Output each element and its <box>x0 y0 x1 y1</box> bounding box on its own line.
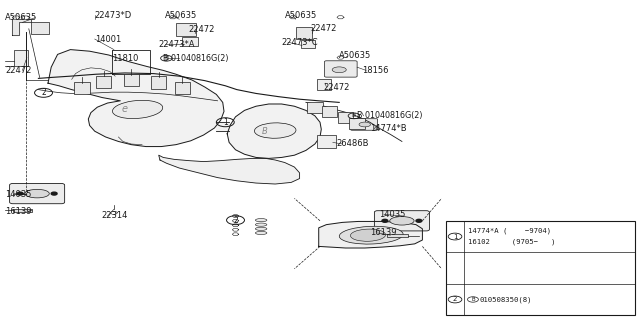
Polygon shape <box>159 155 300 184</box>
Ellipse shape <box>255 227 267 230</box>
Text: 14035: 14035 <box>379 210 405 219</box>
Text: 14774*A (    −9704): 14774*A ( −9704) <box>468 228 551 234</box>
Text: 16102     (9705−   ): 16102 (9705− ) <box>468 239 556 245</box>
Bar <box>31 22 49 34</box>
Text: A50635: A50635 <box>285 12 317 20</box>
Ellipse shape <box>255 223 267 226</box>
Text: 26486B: 26486B <box>336 140 369 148</box>
Bar <box>96 76 111 88</box>
FancyBboxPatch shape <box>324 61 357 77</box>
Circle shape <box>17 192 23 195</box>
Text: 22472: 22472 <box>323 83 349 92</box>
Bar <box>338 112 353 123</box>
FancyBboxPatch shape <box>351 119 378 130</box>
Polygon shape <box>48 50 224 147</box>
Polygon shape <box>337 56 344 59</box>
Ellipse shape <box>255 123 296 138</box>
Polygon shape <box>110 211 118 214</box>
Polygon shape <box>232 215 239 217</box>
Text: 22473*A: 22473*A <box>159 40 195 49</box>
Polygon shape <box>12 16 20 19</box>
Bar <box>301 40 315 48</box>
Ellipse shape <box>255 231 267 235</box>
Text: 18156: 18156 <box>362 66 388 75</box>
Text: 14001: 14001 <box>95 35 121 44</box>
Text: A50635: A50635 <box>339 52 371 60</box>
Bar <box>175 82 190 94</box>
Ellipse shape <box>351 229 385 241</box>
Bar <box>349 118 365 129</box>
Bar <box>317 135 336 148</box>
Text: B: B <box>352 113 356 118</box>
Text: B 01040816G(2): B 01040816G(2) <box>163 54 228 63</box>
Bar <box>176 23 196 36</box>
Text: A50635: A50635 <box>5 13 37 22</box>
Bar <box>124 74 139 86</box>
Text: B: B <box>262 127 267 136</box>
Text: B: B <box>164 56 168 61</box>
Bar <box>74 82 90 94</box>
Text: 22473*D: 22473*D <box>95 12 132 20</box>
Text: B 01040816G(2): B 01040816G(2) <box>357 111 422 120</box>
Text: A050001118: A050001118 <box>583 304 634 313</box>
Polygon shape <box>232 228 239 231</box>
Polygon shape <box>169 16 177 19</box>
Ellipse shape <box>390 217 414 225</box>
Ellipse shape <box>359 122 371 127</box>
Polygon shape <box>12 19 31 35</box>
FancyBboxPatch shape <box>10 183 65 204</box>
Text: 22473*C: 22473*C <box>282 38 318 47</box>
Text: 1: 1 <box>223 118 228 127</box>
Polygon shape <box>290 16 297 19</box>
Text: 22472: 22472 <box>310 24 337 33</box>
Text: 010508350(8): 010508350(8) <box>480 296 532 303</box>
Bar <box>317 79 331 90</box>
Text: 1: 1 <box>452 234 458 240</box>
Circle shape <box>51 192 57 195</box>
Text: 22472: 22472 <box>5 66 31 75</box>
Polygon shape <box>232 224 239 227</box>
Polygon shape <box>319 221 422 248</box>
Bar <box>307 102 323 113</box>
Bar <box>14 50 28 66</box>
Text: 16139: 16139 <box>370 228 396 237</box>
Ellipse shape <box>25 189 49 198</box>
Circle shape <box>416 219 422 222</box>
Bar <box>387 234 408 237</box>
Polygon shape <box>232 220 239 222</box>
Text: 14035: 14035 <box>5 190 31 199</box>
Bar <box>13 209 32 212</box>
Text: 2: 2 <box>453 296 457 302</box>
Text: 22314: 22314 <box>101 212 127 220</box>
Text: A50635: A50635 <box>165 12 197 20</box>
Polygon shape <box>232 233 239 236</box>
Text: e: e <box>122 104 128 115</box>
Ellipse shape <box>332 67 346 73</box>
Bar <box>446 221 635 315</box>
Text: 14774*B: 14774*B <box>370 124 406 133</box>
Bar <box>182 37 198 46</box>
Polygon shape <box>227 104 321 158</box>
Polygon shape <box>22 16 29 19</box>
Circle shape <box>382 219 388 222</box>
Ellipse shape <box>255 219 267 222</box>
Text: 11810: 11810 <box>112 54 138 63</box>
Text: 16139: 16139 <box>5 207 31 216</box>
Ellipse shape <box>339 226 403 244</box>
Text: B: B <box>471 297 475 302</box>
Text: 2: 2 <box>233 216 238 225</box>
Bar <box>151 76 166 89</box>
Polygon shape <box>337 16 344 19</box>
Text: 2: 2 <box>41 88 46 97</box>
Bar <box>322 106 337 117</box>
Ellipse shape <box>113 100 163 119</box>
Bar <box>296 27 312 39</box>
FancyBboxPatch shape <box>374 211 429 231</box>
Text: 22472: 22472 <box>189 25 215 34</box>
